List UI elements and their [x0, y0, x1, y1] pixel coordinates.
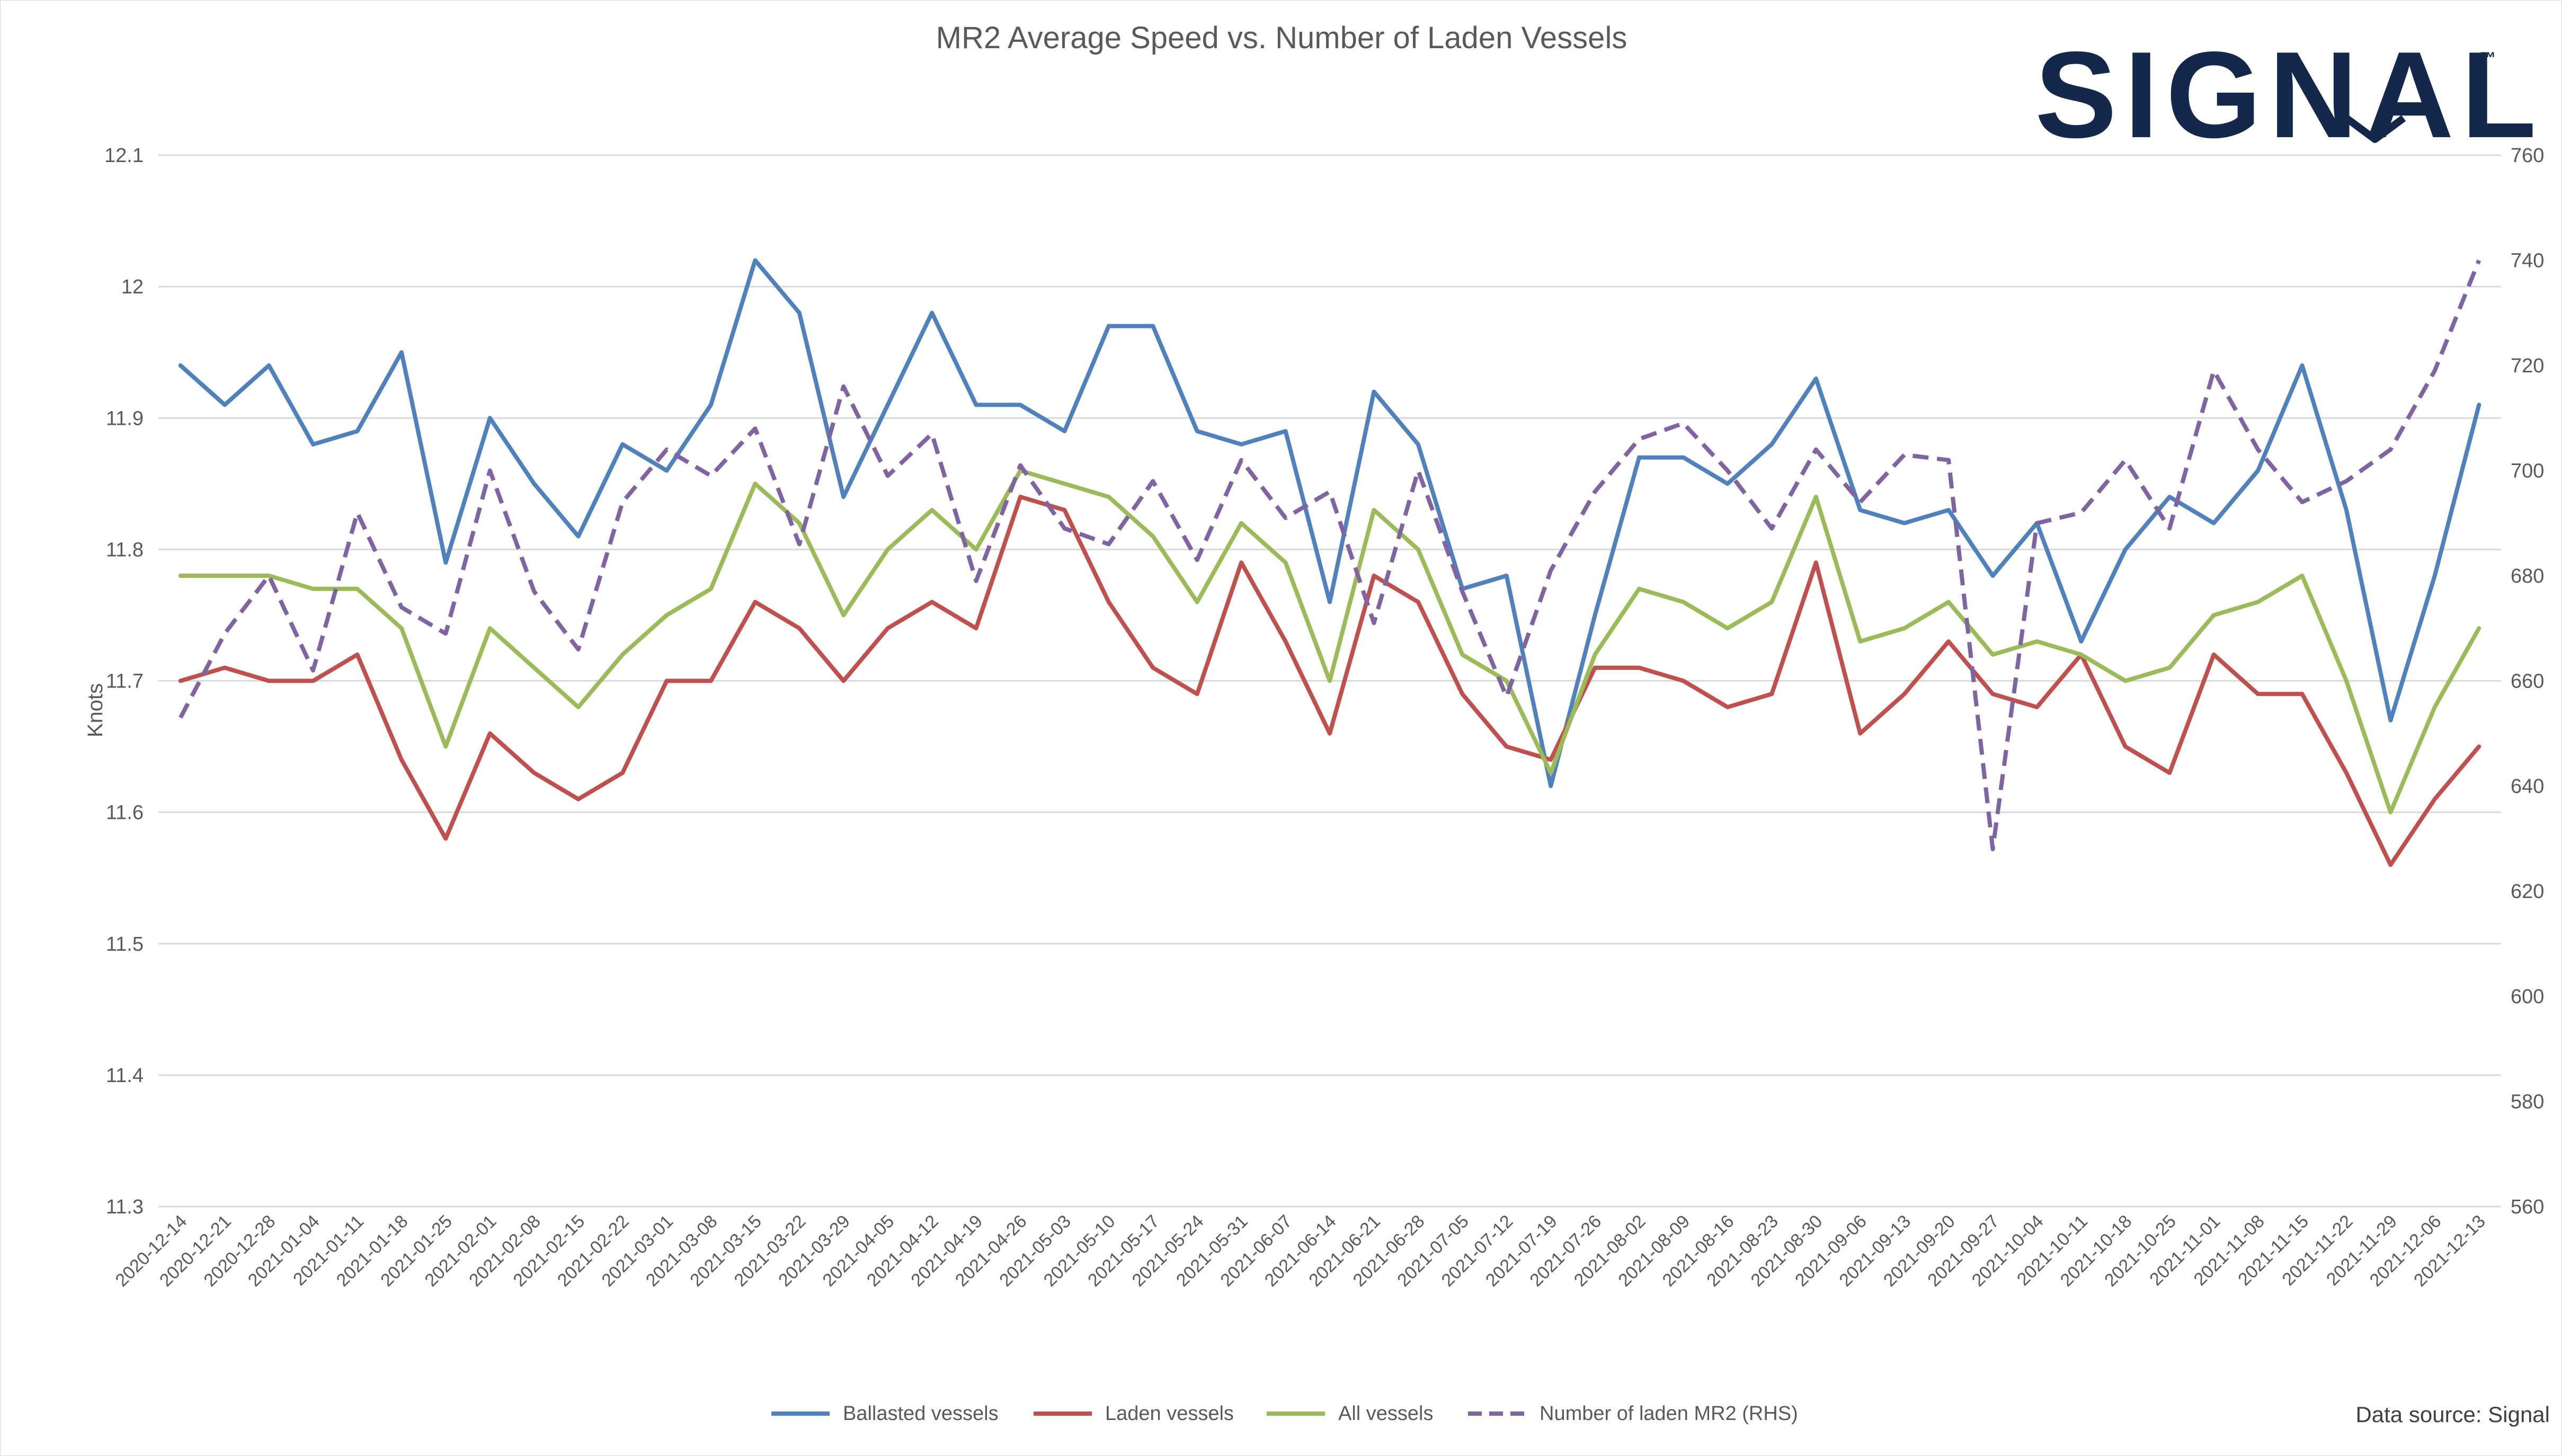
- y-tick-label-8: 12.1: [104, 145, 144, 167]
- y2-tick-label-7: 700: [2511, 460, 2544, 483]
- signal-logo: SIGNAL ™: [2035, 26, 2543, 164]
- logo-wordmark: SIGNAL: [2035, 26, 2543, 164]
- legend: Ballasted vessels Laden vessels All vessel…: [771, 1403, 1798, 1425]
- y-axis-label: Knots: [84, 683, 107, 737]
- y2-tick-label-10: 760: [2511, 145, 2544, 167]
- series-line-1: [178, 495, 2481, 867]
- y-tick-label-7: 12: [121, 276, 144, 298]
- legend-label-2: All vessels: [1338, 1403, 1434, 1425]
- logo-trademark: ™: [2480, 49, 2496, 67]
- legend-label-0: Ballasted vessels: [843, 1403, 999, 1425]
- data-source-note: Data source: Signal: [2355, 1402, 2550, 1427]
- y-tick-label-4: 11.7: [106, 671, 144, 693]
- y-tick-label-1: 11.4: [106, 1065, 144, 1087]
- series-line-3: [179, 260, 2481, 852]
- chart-title: MR2 Average Speed vs. Number of Laden Ve…: [936, 21, 1627, 55]
- y-tick-label-5: 11.8: [106, 539, 144, 561]
- y2-tick-label-3: 620: [2511, 881, 2544, 903]
- y-tick-label-3: 11.6: [106, 802, 144, 824]
- y-axis-right: 560 580 600 620 640 660 680 700 720 740 760: [2511, 145, 2544, 1218]
- legend-label-3: Number of laden MR2 (RHS): [1540, 1403, 1798, 1425]
- x-axis: 2020-12-142020-12-212020-12-282021-01-04…: [112, 1211, 2489, 1291]
- y2-tick-label-0: 560: [2511, 1196, 2544, 1218]
- y2-tick-label-6: 680: [2511, 565, 2544, 587]
- y2-tick-label-1: 580: [2511, 1091, 2544, 1113]
- y-tick-label-2: 11.5: [106, 933, 144, 955]
- y2-tick-label-8: 720: [2511, 355, 2544, 377]
- y2-tick-label-2: 600: [2511, 986, 2544, 1008]
- legend-label-1: Laden vessels: [1105, 1403, 1234, 1425]
- y2-tick-label-5: 660: [2511, 671, 2544, 693]
- y-tick-label-6: 11.9: [106, 407, 144, 430]
- y2-tick-label-4: 640: [2511, 775, 2544, 798]
- series-line-0: [178, 258, 2481, 788]
- series-lines: [178, 258, 2481, 867]
- series-line-2: [178, 468, 2481, 815]
- logo-chevron: [2344, 115, 2406, 143]
- y-axis-left: 11.3 11.4 11.5 11.6 11.7 11.8 11.9 12 12.1: [104, 145, 144, 1218]
- y2-tick-label-9: 740: [2511, 250, 2544, 272]
- y-tick-label-0: 11.3: [106, 1196, 144, 1218]
